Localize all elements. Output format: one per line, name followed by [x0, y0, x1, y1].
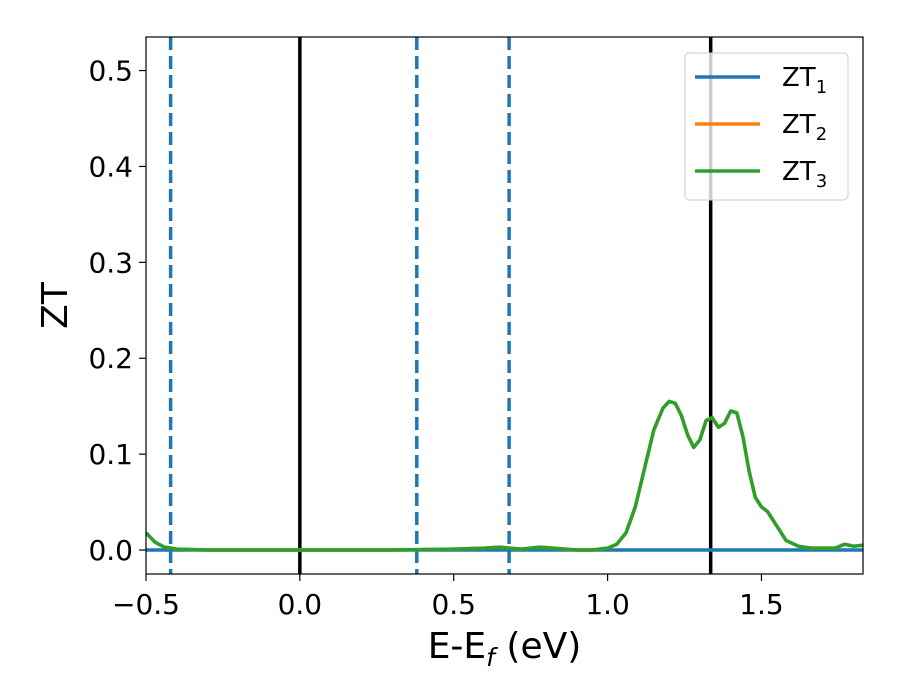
x-axis-label: E-Ef (eV): [428, 626, 582, 672]
y-tick-label: 0.1: [88, 438, 133, 471]
legend-label-1: ZT1: [782, 63, 827, 98]
x-axis-label-main: E-E: [428, 626, 486, 667]
x-tick-label: 1.5: [739, 588, 784, 621]
y-axis-ticks: 0.0 0.1 0.2 0.3 0.4 0.5: [88, 55, 146, 567]
y-tick-label: 0.5: [88, 55, 133, 88]
series-lines: [146, 399, 863, 552]
x-tick-label: −0.5: [112, 588, 180, 621]
y-tick-label: 0.4: [88, 150, 133, 183]
x-axis-label-unit: (eV): [495, 626, 581, 667]
y-tick-label: 0.0: [88, 534, 133, 567]
y-tick-label: 0.2: [88, 342, 133, 375]
legend-frame: [684, 52, 849, 201]
legend: ZT1 ZT2 ZT3: [684, 52, 849, 201]
series-line-3: [146, 399, 863, 552]
x-tick-label: 1.0: [585, 588, 630, 621]
x-tick-label: 0.5: [431, 588, 476, 621]
legend-label-2: ZT2: [782, 110, 827, 145]
y-axis-label: ZT: [35, 281, 76, 329]
legend-label-3: ZT3: [782, 157, 827, 192]
y-tick-label: 0.3: [88, 246, 133, 279]
x-axis-ticks: −0.5 0.0 0.5 1.0 1.5: [112, 574, 784, 621]
plot-frame: [145, 36, 864, 575]
x-tick-label: 0.0: [278, 588, 323, 621]
